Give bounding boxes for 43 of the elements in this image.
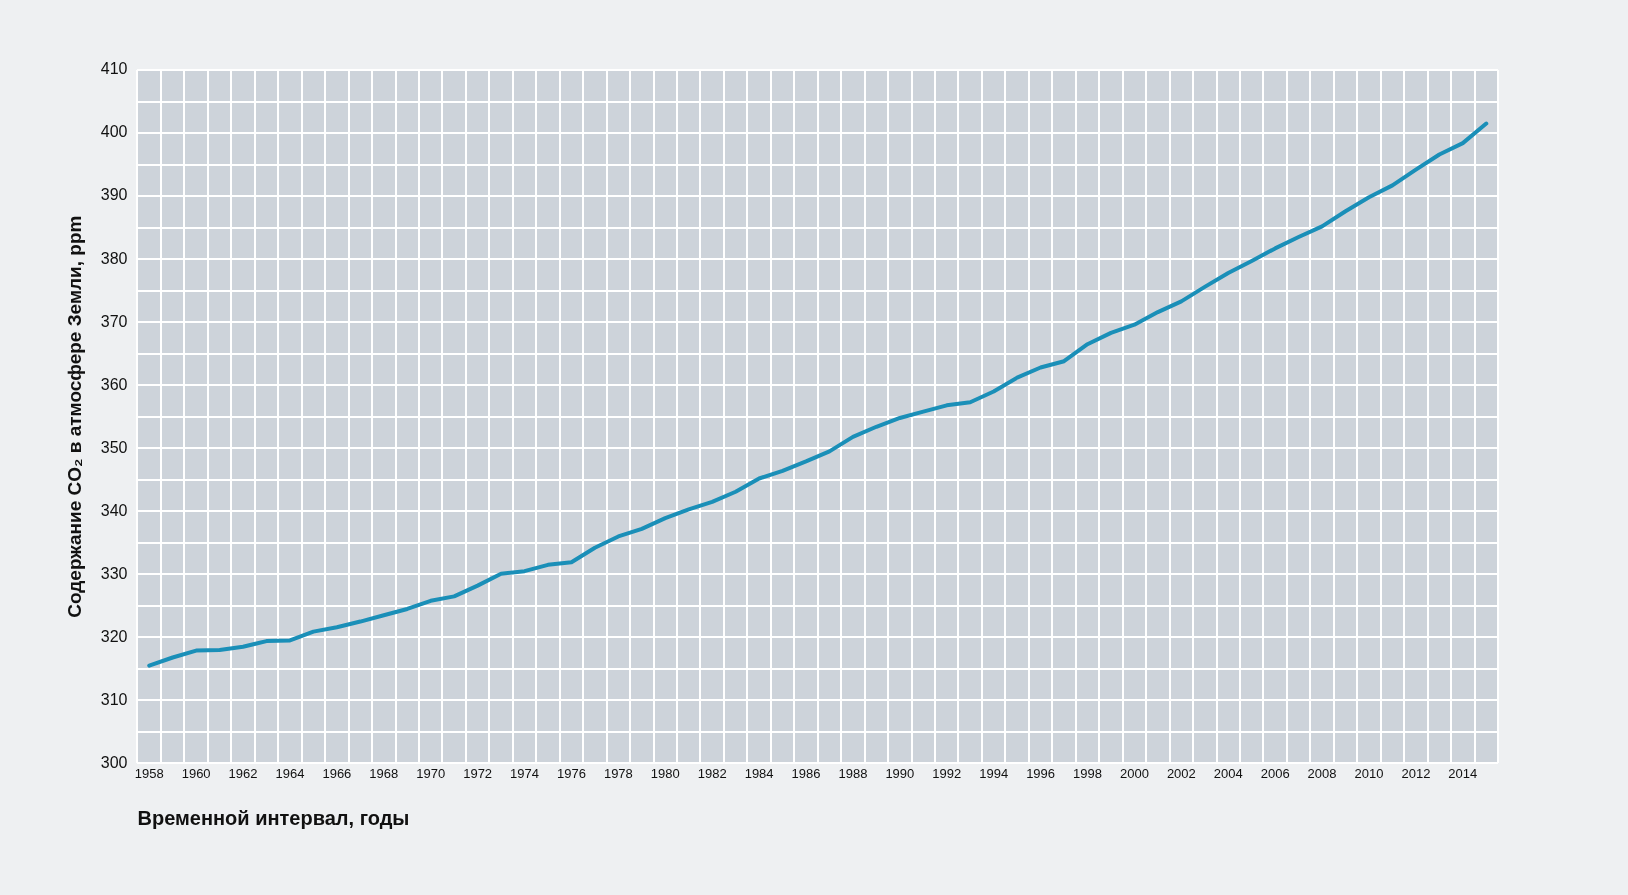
- y-tick-label: 380: [100, 249, 128, 267]
- x-tick-label: 2002: [1166, 765, 1196, 781]
- y-tick-label: 330: [100, 564, 128, 582]
- x-tick-label: 1980: [650, 765, 680, 781]
- x-tick-label: 1984: [744, 765, 774, 781]
- x-tick-label: 1998: [1073, 765, 1102, 781]
- x-tick-label: 2000: [1119, 765, 1149, 781]
- y-tick-label: 390: [100, 186, 128, 204]
- x-tick-label: 1996: [1026, 765, 1056, 781]
- x-axis-title: Временной интервал, годы: [137, 806, 410, 829]
- x-tick-label: 1992: [932, 765, 962, 781]
- x-tick-label: 1962: [228, 765, 258, 781]
- x-tick-label: 2014: [1448, 765, 1478, 781]
- x-tick-label: 1974: [510, 765, 539, 781]
- y-tick-label: 350: [100, 438, 128, 456]
- x-tick-label: 2006: [1260, 765, 1290, 781]
- y-tick-label: 320: [100, 627, 128, 645]
- y-tick-label: 360: [100, 375, 128, 393]
- x-tick-label: 1966: [322, 765, 352, 781]
- x-tick-label: 2004: [1213, 765, 1243, 781]
- x-tick-label: 1960: [181, 765, 211, 781]
- y-tick-label: 310: [100, 690, 128, 708]
- y-axis-title: Содержание CO₂ в атмосфере Земли, ppm: [63, 215, 85, 618]
- x-tick-label: 1994: [979, 765, 1009, 781]
- x-tick-label: 1970: [416, 765, 446, 781]
- x-tick-label: 1978: [603, 765, 633, 781]
- x-tick-label: 2010: [1354, 765, 1384, 781]
- x-tick-label: 1990: [885, 765, 915, 781]
- y-tick-label: 300: [100, 753, 128, 771]
- x-tick-label: 1968: [369, 765, 399, 781]
- x-tick-label: 1964: [275, 765, 305, 781]
- y-tick-label: 400: [100, 123, 128, 141]
- x-tick-label: 1988: [838, 765, 868, 781]
- x-tick-label: 1986: [791, 765, 821, 781]
- x-tick-label: 1972: [463, 765, 493, 781]
- x-tick-label: 2008: [1307, 765, 1337, 781]
- x-tick-label: 2012: [1401, 765, 1431, 781]
- x-tick-label: 1976: [556, 765, 586, 781]
- x-tick-label: 1958: [134, 765, 164, 781]
- y-tick-label: 370: [100, 312, 128, 330]
- y-tick-label: 410: [100, 60, 128, 78]
- y-tick-label: 340: [100, 501, 128, 519]
- x-tick-label: 1982: [697, 765, 727, 781]
